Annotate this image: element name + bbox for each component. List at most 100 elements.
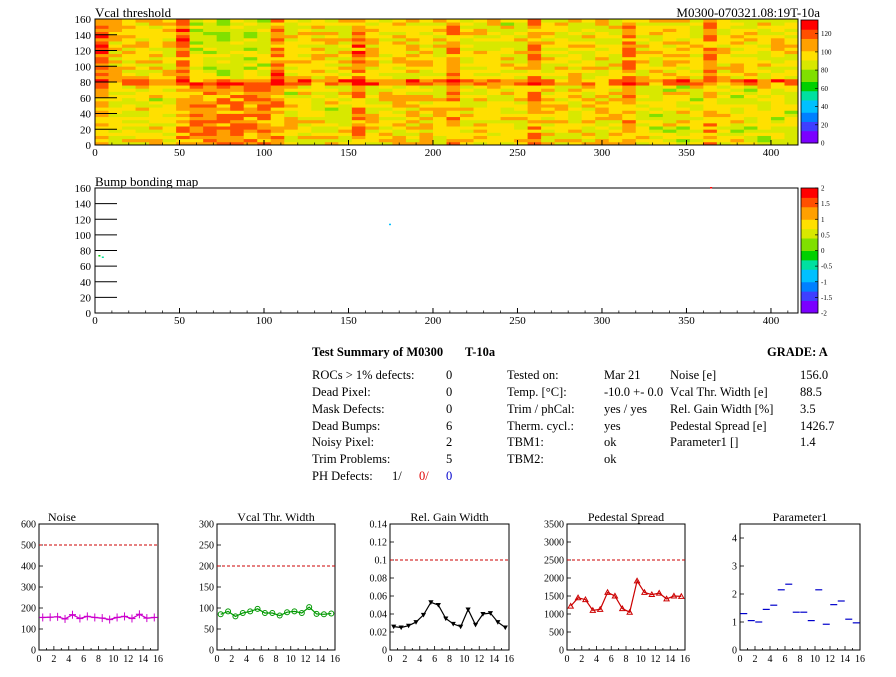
heat-cell	[662, 22, 677, 26]
heat-cell	[95, 63, 109, 67]
heat-cell	[568, 138, 583, 143]
heat-cell	[405, 85, 420, 89]
data-point	[596, 605, 604, 612]
heat-cell	[257, 91, 272, 95]
heat-cell	[203, 59, 218, 64]
heat-cell	[703, 107, 718, 111]
scale-band	[801, 238, 818, 242]
heat-cell	[378, 141, 393, 146]
heat-cell	[554, 34, 569, 39]
heat-cell	[216, 122, 231, 127]
x-tick-label: 10	[286, 654, 296, 665]
heat-cell	[568, 66, 583, 70]
data-point	[670, 592, 678, 599]
heat-cell	[581, 50, 596, 55]
heat-cell	[662, 59, 677, 64]
heat-cell	[770, 56, 785, 61]
heat-cell	[257, 44, 272, 48]
heat-cell	[284, 88, 299, 92]
heat-cell	[243, 100, 258, 105]
heat-cell	[635, 53, 650, 58]
heat-cell	[568, 31, 583, 36]
heat-cell	[487, 97, 501, 102]
heat-cell	[716, 104, 731, 108]
heat-cell	[297, 31, 312, 36]
heat-cell	[608, 19, 623, 23]
heat-cell	[149, 88, 163, 92]
heat-cell	[257, 53, 272, 58]
heat-cell	[460, 138, 474, 143]
heat-cell	[122, 34, 136, 39]
heat-cell	[135, 22, 150, 26]
heat-cell	[460, 63, 474, 67]
scale-band	[801, 50, 818, 55]
heat-cell	[392, 31, 407, 36]
heat-cell	[716, 97, 731, 102]
heat-cell	[608, 119, 623, 124]
heat-cell	[446, 104, 461, 108]
heat-cell	[135, 138, 150, 143]
heat-cell	[189, 126, 204, 130]
scale-band	[801, 47, 818, 52]
heat-cell	[662, 116, 677, 121]
heat-cell	[635, 113, 650, 118]
heat-cell	[405, 28, 420, 32]
heat-cell	[581, 141, 596, 146]
heat-cell	[176, 82, 191, 86]
heat-cell	[649, 119, 664, 124]
heat-cell	[95, 91, 109, 95]
heat-cell	[203, 44, 218, 48]
heat-cell	[419, 69, 434, 73]
heat-cell	[703, 100, 718, 105]
heat-cell	[392, 69, 407, 73]
heat-cell	[216, 88, 231, 92]
heat-cell	[473, 78, 488, 83]
heat-cell	[230, 82, 245, 86]
heat-cell	[162, 129, 177, 133]
data-point	[502, 625, 508, 631]
heat-cell	[460, 44, 474, 48]
heat-cell	[622, 75, 637, 80]
heat-cell	[243, 37, 258, 42]
heat-cell	[460, 72, 474, 77]
heat-cell	[527, 37, 542, 42]
heat-cell	[405, 88, 420, 92]
heat-cell	[554, 47, 569, 51]
heat-cell	[527, 135, 542, 140]
heat-cell	[311, 116, 326, 121]
heat-cell	[122, 66, 136, 70]
heat-cell	[716, 50, 731, 55]
heat-cell	[730, 82, 745, 86]
heat-cell	[284, 66, 299, 70]
heat-cell	[554, 28, 569, 32]
heat-cell	[189, 88, 204, 92]
heat-cell	[405, 129, 420, 133]
heat-cell	[338, 126, 353, 130]
heat-cell	[257, 56, 272, 61]
heat-cell	[108, 34, 123, 39]
data-point	[420, 612, 427, 618]
heat-cell	[311, 22, 326, 26]
heat-cell	[541, 113, 556, 118]
heat-cell	[338, 63, 353, 67]
heat-cell	[460, 75, 474, 80]
heat-cell	[473, 69, 488, 73]
heat-cell	[568, 28, 583, 32]
heat-cell	[743, 107, 758, 111]
heat-cell	[405, 31, 420, 36]
heat-cell	[149, 82, 163, 86]
y-tick-label: 0	[559, 646, 564, 657]
threshold-heatmap	[95, 19, 799, 146]
heat-cell	[162, 88, 177, 92]
heat-cell	[432, 37, 447, 42]
heat-cell	[487, 91, 501, 95]
heat-cell	[716, 75, 731, 80]
heat-cell	[541, 110, 556, 114]
heat-cell	[460, 41, 474, 45]
data-point	[458, 624, 464, 630]
heat-cell	[703, 82, 718, 86]
heat-cell	[203, 37, 218, 42]
heat-cell	[203, 116, 218, 121]
heat-cell	[676, 141, 691, 146]
